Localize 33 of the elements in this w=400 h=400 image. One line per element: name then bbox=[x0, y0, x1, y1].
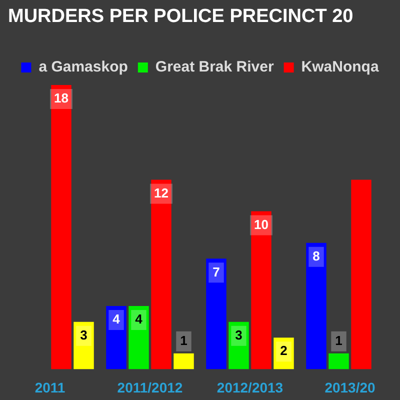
legend-label: a Gamaskop bbox=[38, 58, 128, 76]
bar bbox=[128, 306, 149, 370]
bar bbox=[351, 180, 372, 370]
bar bbox=[274, 338, 294, 370]
data-label: 2 bbox=[280, 343, 288, 358]
legend-label: KwaNonqa bbox=[301, 58, 380, 76]
bar bbox=[306, 242, 326, 370]
bar bbox=[106, 306, 126, 370]
bar bbox=[251, 211, 272, 370]
data-label: 1 bbox=[335, 332, 342, 348]
bar bbox=[206, 258, 226, 370]
bar bbox=[151, 180, 172, 370]
chart-title: MURDERS PER POLICE PRECINCT 20 bbox=[7, 5, 354, 29]
data-label: 18 bbox=[54, 90, 68, 106]
bar bbox=[174, 353, 194, 370]
x-tick-label: 2011 bbox=[34, 379, 66, 396]
data-label: 8 bbox=[312, 248, 320, 264]
data-label: 3 bbox=[235, 327, 242, 342]
data-label: 10 bbox=[254, 216, 268, 232]
legend-label: Great Brak River bbox=[155, 58, 274, 76]
bar bbox=[228, 322, 249, 370]
x-tick-label: 2012/2013 bbox=[216, 379, 284, 396]
data-label: 12 bbox=[154, 185, 168, 200]
data-label: 4 bbox=[135, 312, 144, 327]
bar bbox=[51, 85, 72, 370]
data-label: 3 bbox=[80, 327, 88, 342]
bar bbox=[328, 353, 349, 370]
x-tick-label: 2011/2012 bbox=[117, 379, 183, 396]
data-label: 1 bbox=[180, 332, 188, 348]
x-tick-label: 2013/20 bbox=[324, 379, 376, 396]
data-label: 7 bbox=[212, 264, 220, 280]
data-label: 4 bbox=[112, 312, 121, 327]
bar bbox=[74, 322, 94, 370]
